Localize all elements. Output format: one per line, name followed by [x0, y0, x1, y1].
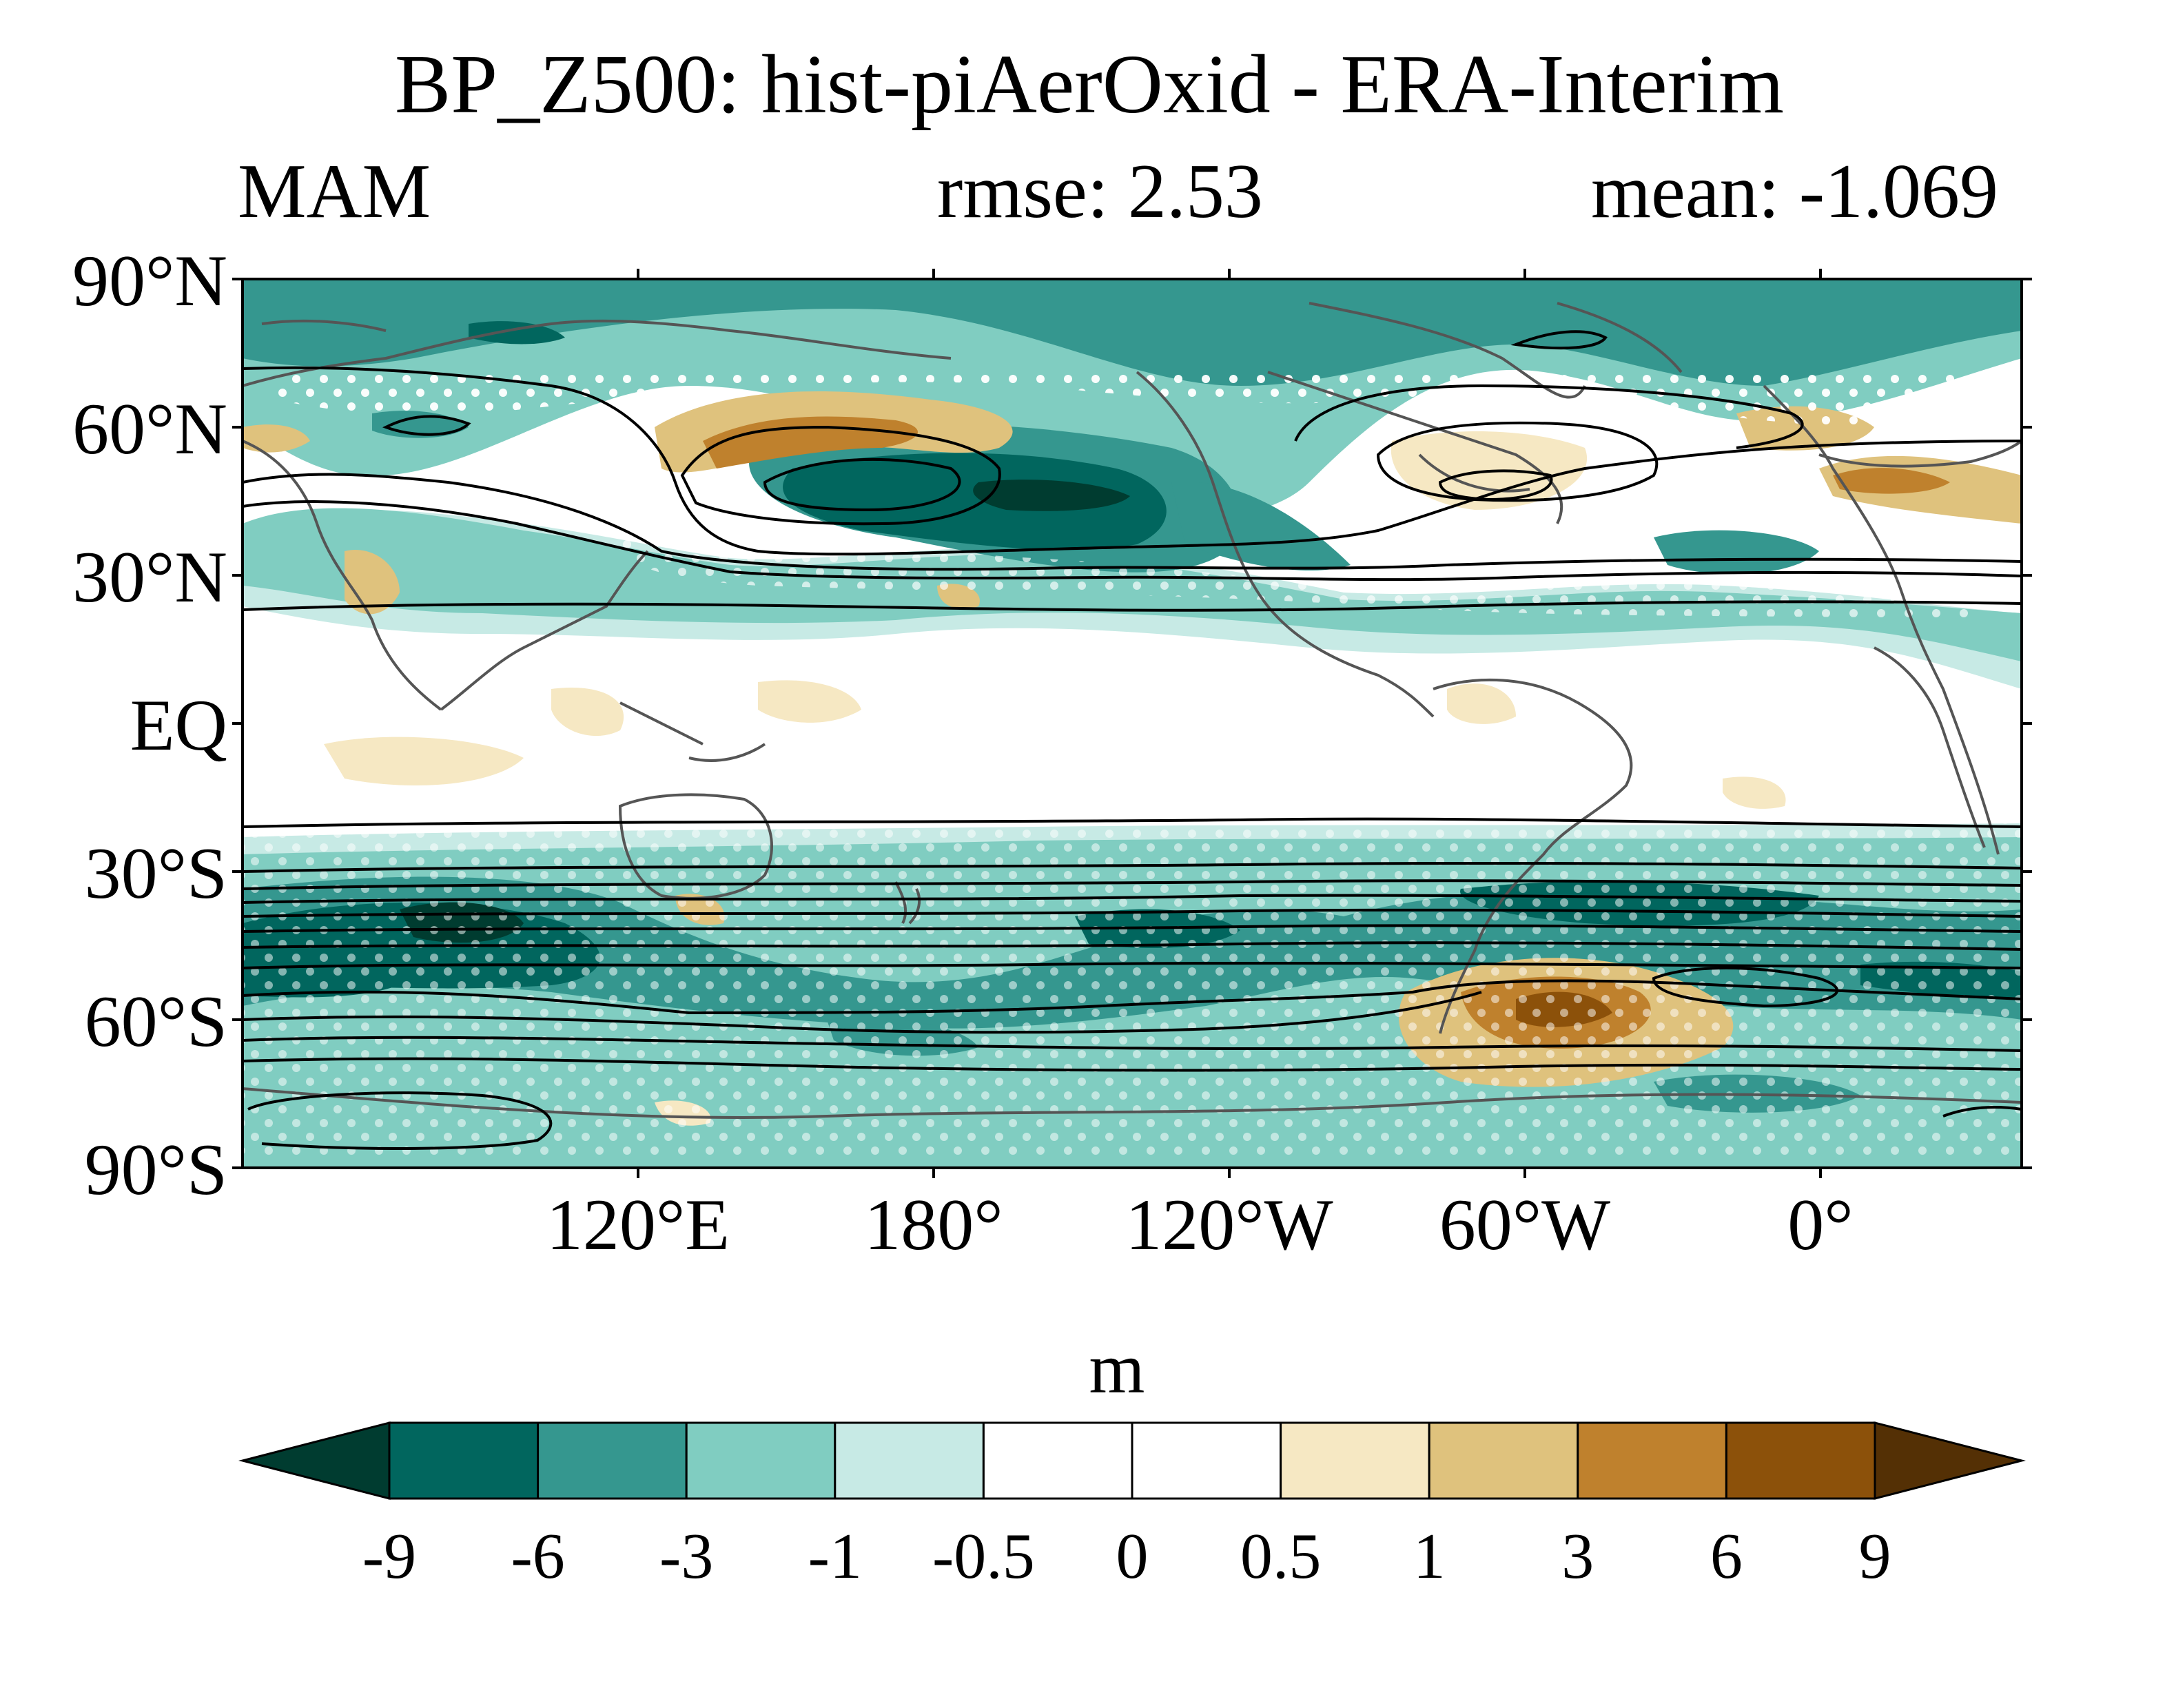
colorbar-tick-label: -9	[362, 1521, 417, 1592]
colorbar-tick-label: 1	[1413, 1521, 1446, 1592]
colorbar	[238, 1421, 2026, 1500]
lat-label-30s: 30°S	[84, 833, 227, 914]
lon-label-120w: 120°W	[1125, 1184, 1333, 1265]
lat-label-eq: EQ	[130, 685, 227, 765]
colorbar-box	[834, 1421, 985, 1500]
colorbar-box	[685, 1421, 837, 1500]
lat-label-90n: 90°N	[72, 240, 227, 321]
tropical-fill	[324, 680, 1786, 809]
colorbar-box	[1577, 1421, 1727, 1500]
colorbar-tick-label: -0.5	[932, 1521, 1035, 1592]
season-label: MAM	[238, 149, 431, 234]
colorbar-box	[388, 1421, 540, 1500]
mean-label: mean: -1.069	[1591, 149, 1998, 234]
colorbar-box	[1280, 1421, 1430, 1500]
colorbar-tick-label: 3	[1561, 1521, 1594, 1592]
colorbar-box	[1428, 1421, 1579, 1500]
coastlines	[243, 302, 2022, 1119]
lon-label-0: 0°	[1787, 1184, 1854, 1265]
colorbar-tick-label: -1	[808, 1521, 862, 1592]
colorbar-box	[537, 1421, 688, 1500]
colorbar-box	[1131, 1421, 1282, 1500]
lon-label-180: 180°	[864, 1184, 1003, 1265]
colorbar-tick-label: -3	[659, 1521, 714, 1592]
colorbar-tick-label: -6	[511, 1521, 565, 1592]
colorbar-units: m	[1089, 1329, 1145, 1408]
axis-ticks	[232, 269, 2032, 1178]
colorbar-tick-label: 9	[1858, 1521, 1891, 1592]
lat-label-60s: 60°S	[84, 981, 227, 1062]
climatology-contours	[243, 330, 2022, 1150]
colorbar-extend-low	[238, 1421, 391, 1500]
colorbar-tick-label: 0.5	[1240, 1521, 1322, 1592]
map-panel	[243, 279, 2022, 1168]
colorbar-tick-label: 6	[1710, 1521, 1743, 1592]
lat-label-90s: 90°S	[84, 1129, 227, 1210]
colorbar-tick-label: 0	[1116, 1521, 1149, 1592]
rmse-label: rmse: 2.53	[937, 149, 1263, 234]
lon-label-120e: 120°E	[546, 1184, 730, 1265]
lat-label-60n: 60°N	[72, 389, 227, 469]
lon-label-60w: 60°W	[1439, 1184, 1611, 1265]
colorbar-extend-high	[1874, 1421, 2026, 1500]
colorbar-box	[1725, 1421, 1876, 1500]
lat-label-30n: 30°N	[72, 537, 227, 617]
map-title: BP_Z500: hist-piAerOxid - ERA-Interim	[394, 38, 1785, 131]
colorbar-box	[982, 1421, 1133, 1500]
